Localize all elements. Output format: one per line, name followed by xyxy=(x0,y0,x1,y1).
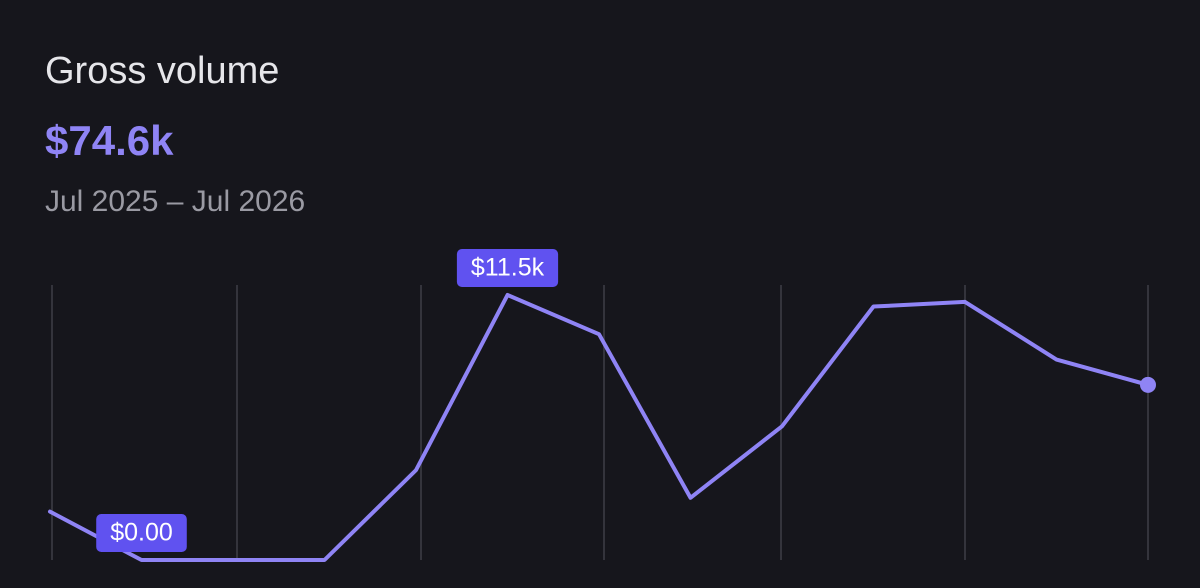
total-value: $74.6k xyxy=(45,117,174,164)
end-point xyxy=(1140,376,1156,393)
value-label-box xyxy=(96,514,187,552)
value-label: $11.5k xyxy=(471,254,545,282)
date-range: Jul 2025 – Jul 2026 xyxy=(45,185,305,218)
card-title: Gross volume xyxy=(45,50,279,92)
line xyxy=(48,293,1150,562)
value-label-box xyxy=(456,249,559,287)
grid xyxy=(51,285,1149,560)
value-label: $0.00 xyxy=(110,519,173,547)
